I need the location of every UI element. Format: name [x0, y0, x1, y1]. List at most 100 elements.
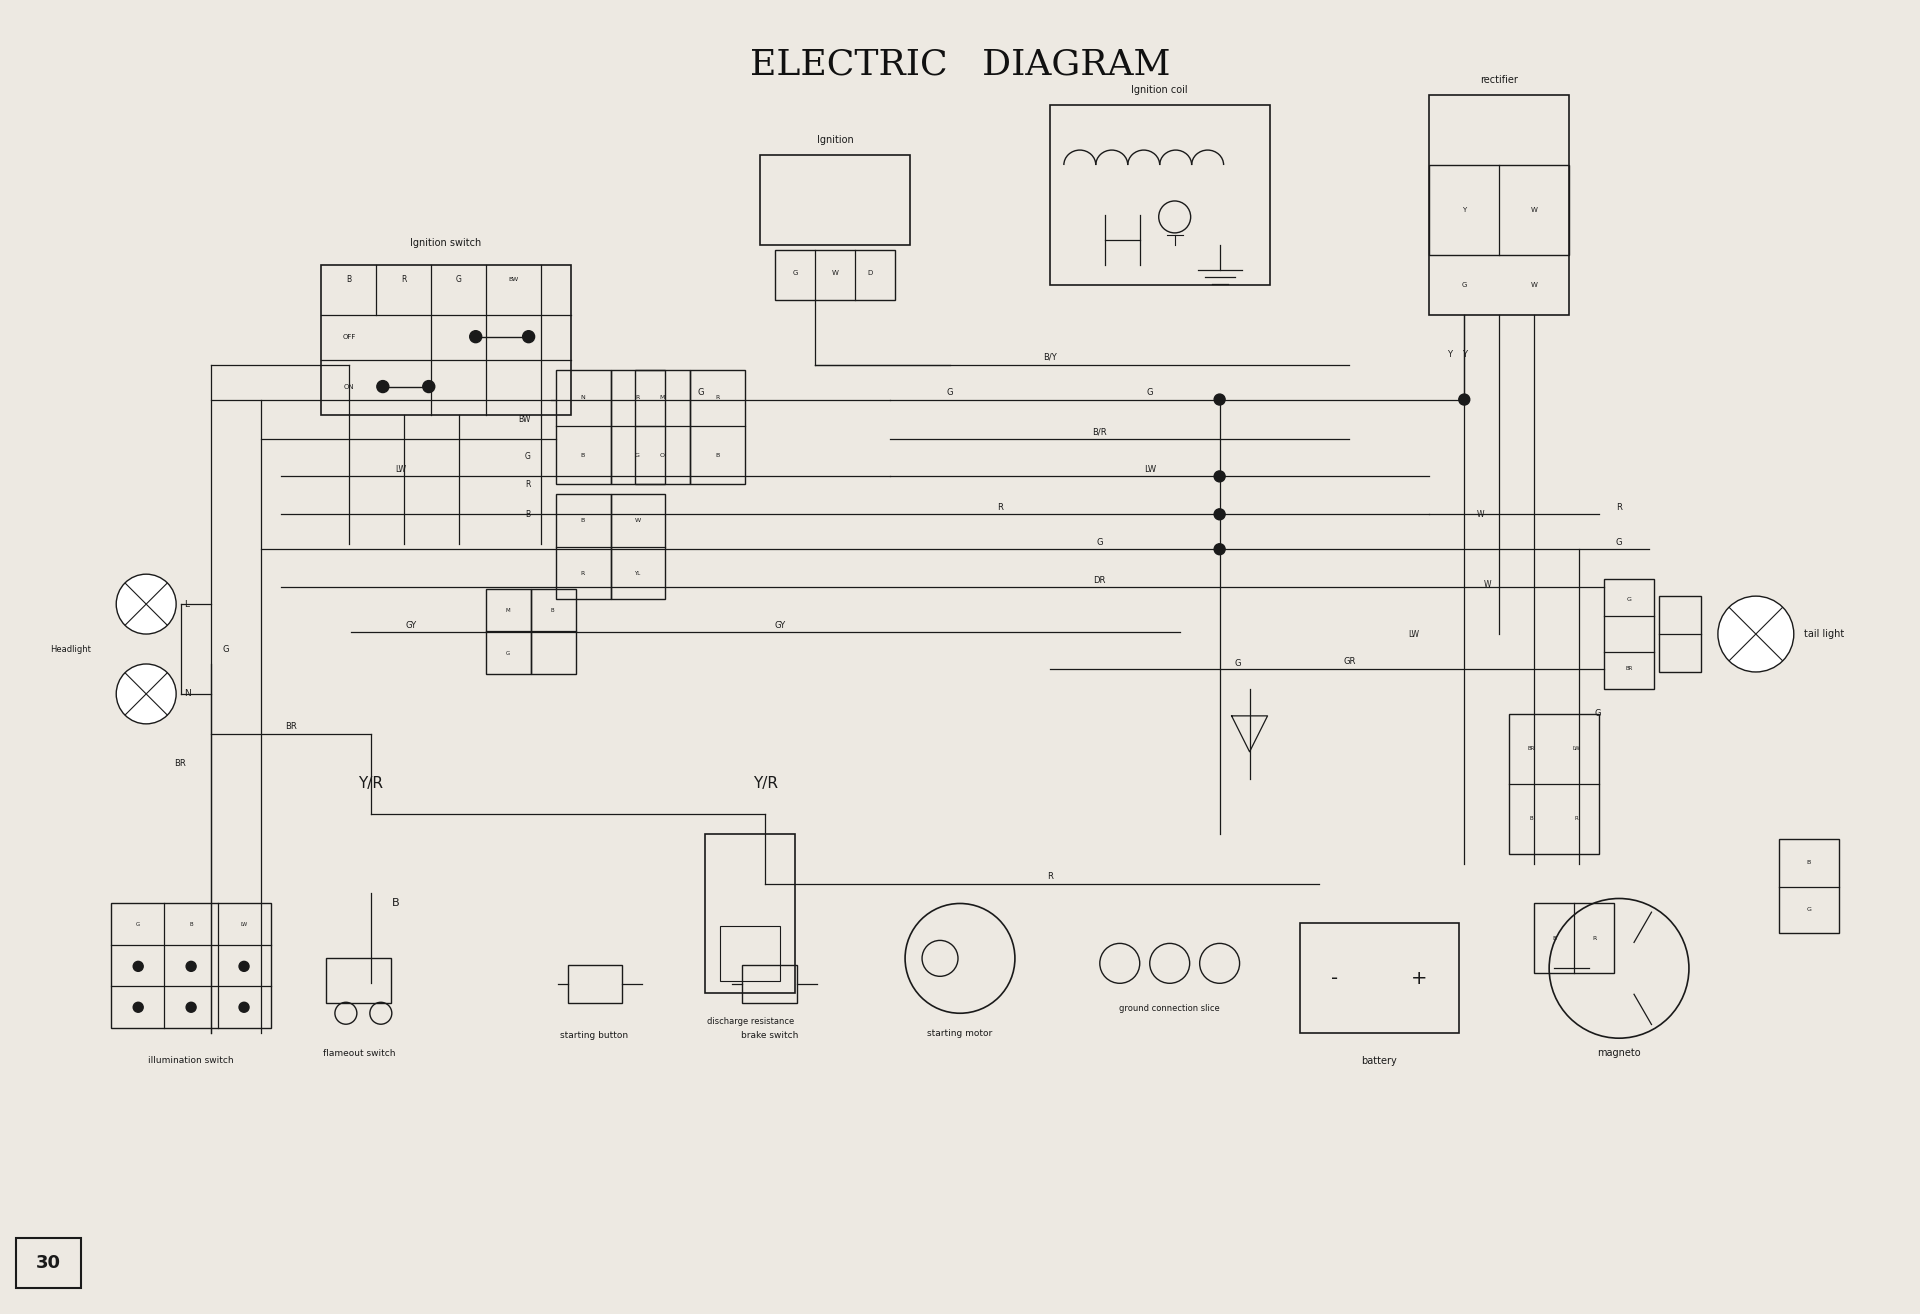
Text: B: B: [190, 922, 192, 926]
Text: Y/R: Y/R: [359, 777, 384, 791]
Text: R: R: [996, 503, 1002, 512]
Text: LW: LW: [396, 465, 407, 474]
Text: G: G: [505, 650, 511, 656]
Text: G: G: [524, 452, 530, 461]
Text: W: W: [831, 269, 839, 276]
Text: W: W: [1530, 206, 1538, 213]
Text: B: B: [526, 510, 530, 519]
Text: discharge resistance: discharge resistance: [707, 1017, 795, 1026]
Bar: [1603, 579, 1653, 689]
Text: R: R: [526, 480, 530, 489]
Text: battery: battery: [1361, 1056, 1398, 1066]
Circle shape: [132, 1003, 144, 1012]
Bar: [1534, 904, 1615, 974]
Text: LW: LW: [1144, 465, 1156, 474]
Bar: [326, 958, 392, 1004]
Text: G: G: [1594, 710, 1601, 719]
Text: BR: BR: [1528, 746, 1534, 752]
Text: B/R: B/R: [1092, 428, 1108, 438]
Bar: [1050, 105, 1269, 285]
Text: B: B: [1551, 936, 1557, 941]
Text: W: W: [1476, 510, 1484, 519]
Text: Y: Y: [1448, 350, 1452, 359]
Text: BR: BR: [175, 759, 186, 769]
Bar: [111, 904, 271, 1029]
Text: GY: GY: [405, 620, 417, 629]
Circle shape: [132, 962, 144, 971]
Text: G: G: [1807, 907, 1811, 912]
Text: R: R: [580, 570, 586, 576]
Circle shape: [522, 331, 534, 343]
Bar: [760, 155, 910, 244]
Text: B: B: [580, 518, 586, 523]
Circle shape: [240, 962, 250, 971]
Text: LW: LW: [1409, 629, 1419, 639]
Text: illumination switch: illumination switch: [148, 1055, 234, 1064]
Text: rectifier: rectifier: [1480, 75, 1519, 85]
Text: ELECTRIC   DIAGRAM: ELECTRIC DIAGRAM: [749, 47, 1171, 81]
Text: B: B: [551, 607, 555, 612]
Text: R: R: [1046, 872, 1052, 880]
Bar: [1300, 924, 1459, 1033]
Text: O: O: [660, 453, 664, 457]
Circle shape: [1718, 597, 1793, 671]
Text: Y: Y: [1461, 350, 1467, 359]
Text: starting button: starting button: [561, 1030, 628, 1039]
Text: Ignition: Ignition: [816, 135, 854, 145]
Bar: [1428, 95, 1569, 315]
Text: B: B: [580, 453, 586, 457]
Bar: [486, 589, 530, 674]
Bar: [743, 966, 797, 1004]
Circle shape: [240, 1003, 250, 1012]
Bar: [530, 589, 576, 674]
Text: GR: GR: [1344, 657, 1356, 666]
Text: Y/R: Y/R: [753, 777, 778, 791]
Text: G: G: [136, 922, 140, 926]
Text: W: W: [1484, 579, 1492, 589]
Text: LW: LW: [1572, 746, 1580, 752]
Bar: [636, 369, 691, 485]
Text: G: G: [1235, 660, 1240, 669]
Bar: [555, 369, 611, 485]
Text: YL: YL: [634, 570, 641, 576]
Bar: [1659, 597, 1701, 671]
Text: G: G: [1626, 597, 1632, 602]
Text: R: R: [401, 276, 407, 284]
Bar: [776, 250, 895, 300]
Text: DR: DR: [1094, 576, 1106, 585]
Bar: [611, 494, 666, 599]
Text: M: M: [660, 396, 664, 399]
Text: G: G: [636, 453, 639, 457]
Text: ground connection slice: ground connection slice: [1119, 1004, 1219, 1013]
Bar: [691, 369, 745, 485]
Text: magneto: magneto: [1597, 1049, 1642, 1058]
Text: BW: BW: [509, 277, 518, 283]
Text: L: L: [184, 599, 190, 608]
Circle shape: [470, 331, 482, 343]
Text: W: W: [634, 518, 641, 523]
Text: N: N: [184, 690, 190, 699]
Text: B: B: [392, 899, 399, 908]
Text: R: R: [1592, 936, 1596, 941]
Circle shape: [1213, 394, 1225, 405]
Circle shape: [422, 381, 434, 393]
Text: M: M: [505, 607, 511, 612]
Circle shape: [1213, 544, 1225, 555]
Text: ON: ON: [344, 384, 353, 389]
Text: R: R: [1617, 503, 1622, 512]
Bar: [1428, 166, 1569, 255]
Text: G: G: [1146, 388, 1154, 397]
Text: OFF: OFF: [342, 334, 355, 340]
Text: G: G: [1096, 537, 1104, 547]
Bar: [611, 369, 666, 485]
Text: flameout switch: flameout switch: [323, 1049, 396, 1058]
Text: G: G: [223, 644, 228, 653]
Text: G: G: [697, 388, 703, 397]
Text: R: R: [716, 396, 720, 399]
Text: LW: LW: [240, 922, 248, 926]
Text: Y: Y: [1463, 206, 1467, 213]
Circle shape: [1213, 509, 1225, 520]
Text: GY: GY: [774, 620, 785, 629]
Text: BR: BR: [284, 723, 298, 732]
Circle shape: [186, 1003, 196, 1012]
